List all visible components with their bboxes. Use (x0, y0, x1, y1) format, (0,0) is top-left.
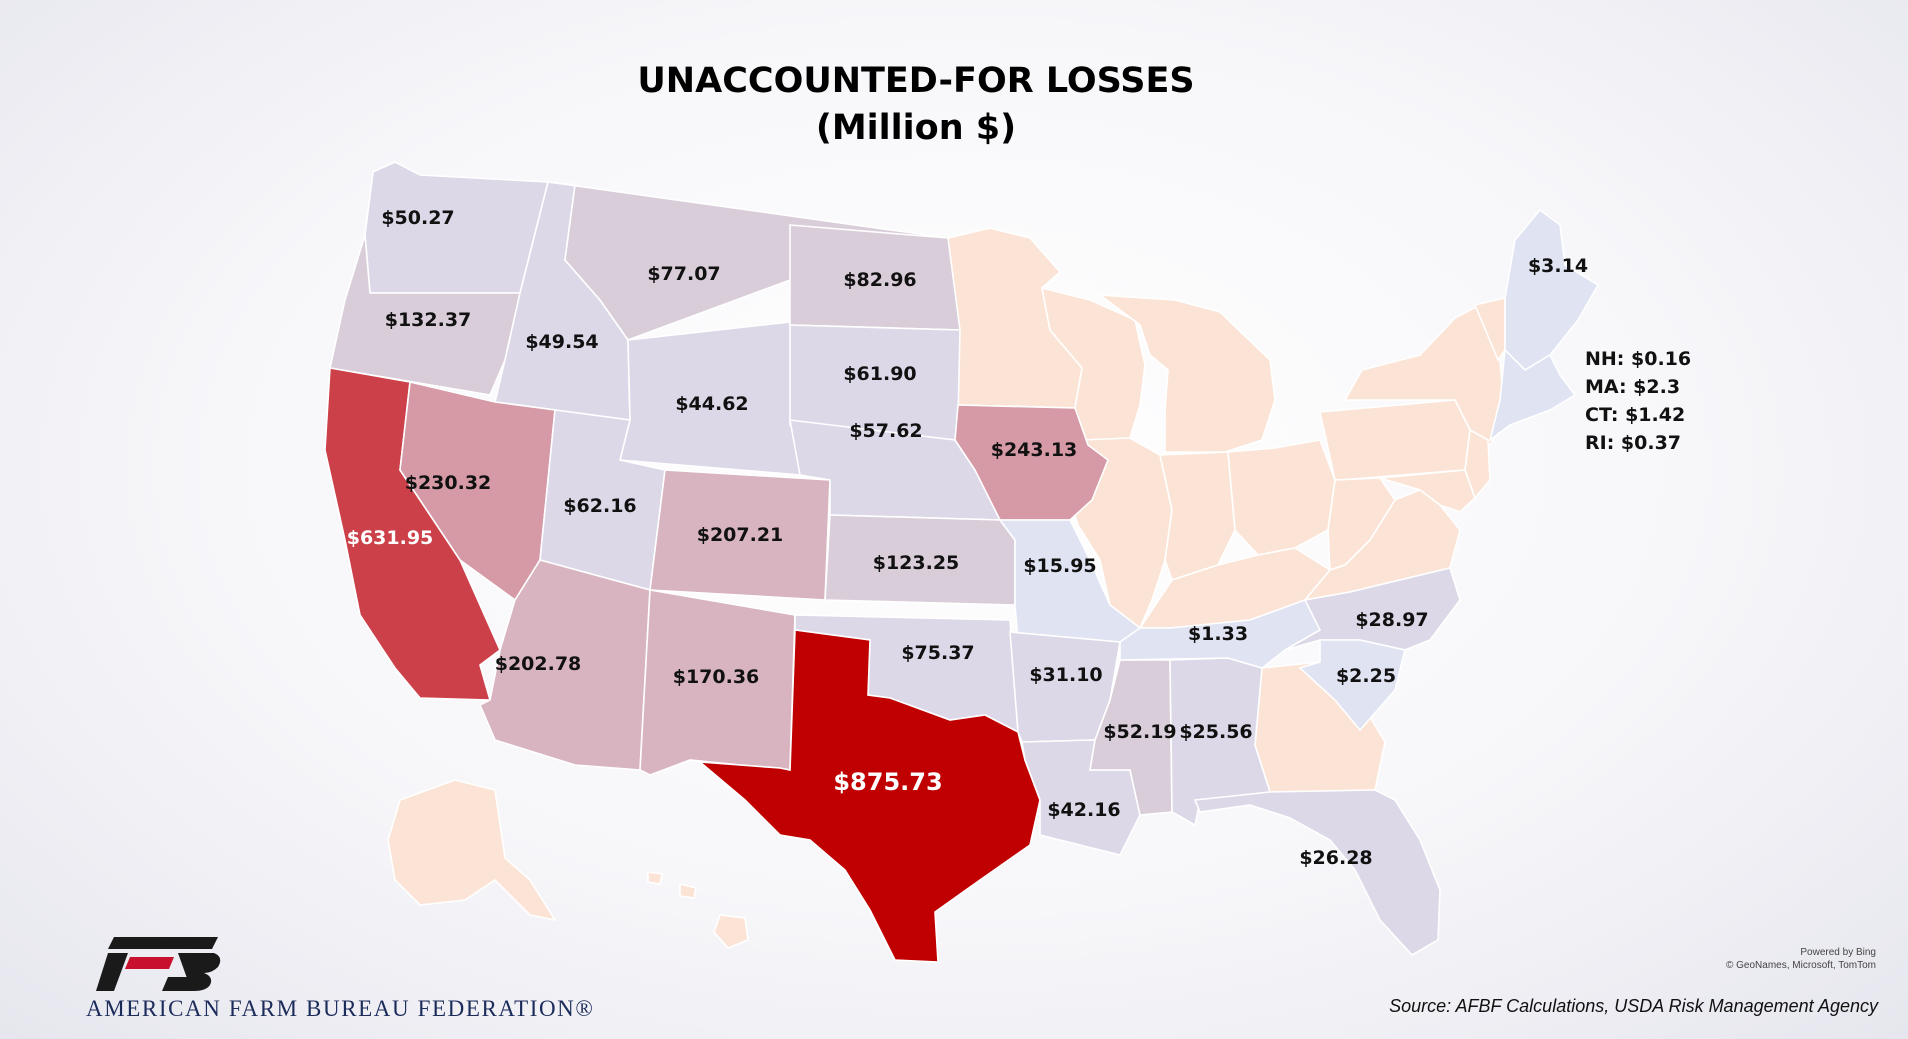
state-ME (1504, 208, 1600, 372)
organization-name: AMERICAN FARM BUREAU FEDERATION® (86, 996, 595, 1021)
state-WY (618, 321, 801, 476)
ma-value: MA: $2.3 (1585, 376, 1681, 398)
nh-value: NH: $0.16 (1585, 348, 1692, 370)
map-title: UNACCOUNTED-FOR LOSSES (Million $) (0, 58, 1832, 152)
label-or: $132.37 (385, 309, 472, 331)
logo-f-stem (96, 953, 128, 991)
logo-f-top-bar (108, 937, 218, 949)
label-ms: $52.19 (1103, 721, 1176, 743)
label-id: $49.54 (525, 331, 598, 353)
label-ks: $123.25 (873, 552, 960, 574)
source-note: Source: AFBF Calculations, USDA Risk Man… (1389, 996, 1878, 1016)
logo-red-bar (125, 957, 174, 969)
label-mo: $15.95 (1023, 555, 1096, 577)
farm-bureau-logo (96, 937, 221, 991)
ri-value: RI: $0.37 (1585, 432, 1682, 454)
value-regions (324, 161, 1600, 963)
state-PA (1319, 399, 1471, 481)
label-az: $202.78 (495, 653, 582, 675)
map-attribution: Powered by Bing © GeoNames, Microsoft, T… (1726, 946, 1876, 972)
label-tn: $1.33 (1188, 623, 1248, 645)
label-nc: $28.97 (1355, 609, 1428, 631)
label-ar: $31.10 (1029, 664, 1102, 686)
label-la: $42.16 (1047, 799, 1120, 821)
label-nd: $82.96 (843, 269, 916, 291)
label-ok: $75.37 (901, 642, 974, 664)
label-nv: $230.32 (405, 472, 492, 494)
label-wa: $50.27 (381, 207, 454, 229)
label-ia: $243.13 (991, 439, 1078, 461)
label-sd: $61.90 (843, 363, 916, 385)
label-mt: $77.07 (647, 263, 720, 285)
label-me: $3.14 (1528, 255, 1588, 277)
state-TX (697, 629, 1041, 963)
label-fl: $26.28 (1299, 847, 1372, 869)
label-co: $207.21 (697, 524, 784, 546)
powered-by-bing: Powered by Bing (1800, 947, 1876, 958)
state-OH (1227, 439, 1336, 556)
state-HI (647, 871, 749, 949)
state-FL (1193, 789, 1441, 957)
ct-value: CT: $1.42 (1585, 404, 1686, 426)
label-al: $25.56 (1179, 721, 1252, 743)
state-NJ (1464, 428, 1491, 500)
northeast-values-list: NH: $0.16 MA: $2.3 CT: $1.42 RI: $0.37 (1585, 345, 1691, 457)
state-NY (1343, 303, 1506, 447)
state-value-labels: $50.27 $132.37 $631.95 $49.54 $230.32 $77.07 $… (347, 207, 1588, 869)
title-line-2: (Million $) (815, 108, 1017, 148)
label-wy: $44.62 (675, 393, 748, 415)
state-SC (1298, 639, 1406, 732)
state-IA (954, 404, 1109, 521)
label-ca: $631.95 (347, 527, 434, 549)
state-NH-MA-CT-RI (1488, 348, 1577, 442)
state-OR (329, 234, 521, 396)
title-line-1: UNACCOUNTED-FOR LOSSES (637, 61, 1195, 101)
label-nm: $170.36 (673, 666, 760, 688)
label-sc: $2.25 (1336, 665, 1396, 687)
logo-b-shape (162, 953, 221, 991)
label-ne: $57.62 (849, 420, 922, 442)
state-AK (387, 779, 557, 922)
label-tx: $875.73 (833, 768, 942, 796)
label-ut: $62.16 (563, 495, 636, 517)
state-IN (1159, 451, 1236, 582)
map-credit: © GeoNames, Microsoft, TomTom (1726, 960, 1876, 971)
